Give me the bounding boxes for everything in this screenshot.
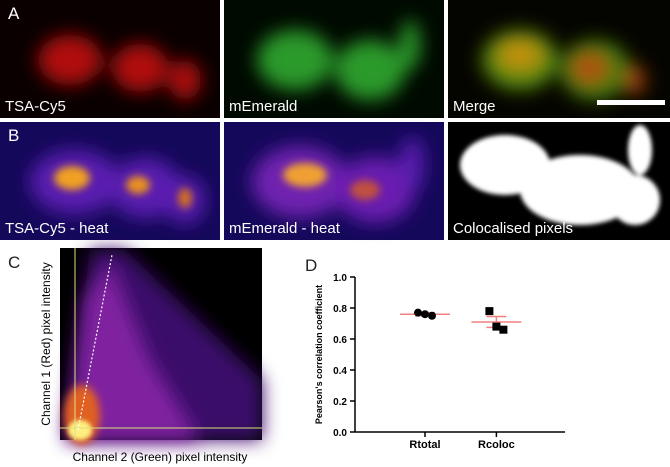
image-merge <box>448 0 670 118</box>
y-tick-label: 1.0 <box>333 273 347 284</box>
chart: Pearson's correlation coefficient 0.0 0.2 0… <box>314 273 565 451</box>
panel-letter: C <box>8 253 20 272</box>
y-axis-label: Pearson's correlation coefficient <box>314 285 324 424</box>
point <box>428 311 436 320</box>
image-heat-green <box>224 122 444 240</box>
y-tick-label: 0.6 <box>333 335 347 346</box>
y-tick-label: 0.2 <box>333 397 347 408</box>
image-label: mEmerald <box>229 98 297 115</box>
y-tick-label: 0.4 <box>333 366 347 377</box>
image-label: Colocalised pixels <box>453 220 573 237</box>
density-plot <box>60 248 262 445</box>
point <box>414 308 422 317</box>
x-tick-label: Rtotal <box>409 439 440 451</box>
image-red <box>0 0 220 118</box>
image-label: mEmerald - heat <box>229 220 341 237</box>
image-heat-red <box>0 122 220 240</box>
point <box>492 322 501 331</box>
panel-letter: B <box>8 126 19 145</box>
panel-letter: D <box>305 256 317 275</box>
image-label: Merge <box>453 98 496 115</box>
y-tick-label: 0.8 <box>333 304 347 315</box>
point <box>499 325 508 334</box>
image-label: TSA-Cy5 - heat <box>5 220 109 237</box>
image-green <box>224 0 444 118</box>
point <box>421 310 429 319</box>
point <box>485 307 494 316</box>
x-tick-label: Rcoloc <box>478 439 515 451</box>
panel-letter: A <box>8 4 20 23</box>
x-axis-label: Channel 2 (Green) pixel intensity <box>73 450 248 464</box>
y-axis-label: Channel 1 (Red) pixel intensity <box>39 262 53 425</box>
y-tick-label: 0.0 <box>333 428 347 439</box>
image-label: TSA-Cy5 <box>5 98 66 115</box>
image-coloc <box>448 122 670 240</box>
